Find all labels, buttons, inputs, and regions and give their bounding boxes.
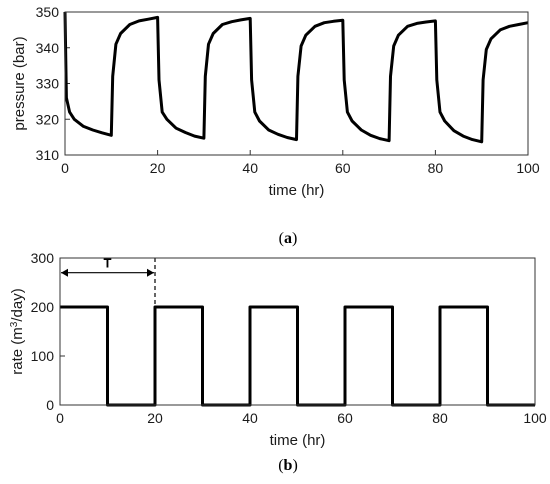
- panel-a-y-tick-label: 340: [36, 40, 60, 56]
- panel-a-caption-letter: a: [284, 230, 292, 247]
- panel-b-x-tick-label: 60: [337, 410, 353, 426]
- panel-b-x-axis-label: time (hr): [270, 432, 326, 449]
- panel-a-axes-frame: [64, 11, 529, 156]
- pressure-series-line: [63, 11, 529, 144]
- period-arrow-head-right: [147, 268, 154, 277]
- panel-a-x-tick-label: 80: [428, 160, 444, 176]
- panel-a-caption: (a): [279, 230, 298, 247]
- panel-a-x-axis-label: time (hr): [269, 182, 325, 199]
- panel-b-y-tick-label: 300: [31, 250, 55, 266]
- panel-a-y-tick-label: 320: [36, 111, 60, 127]
- panel-b-y-label-superscript: 3: [9, 321, 20, 327]
- period-annotation: T: [61, 256, 156, 356]
- panel-a-y-axis-label: pressure (bar): [11, 36, 28, 130]
- panel-b-x-tick-label: 100: [523, 410, 547, 426]
- rate-series-line: [60, 305, 535, 407]
- panel-b-y-axis-label: rate (m3/day): [9, 288, 27, 374]
- panel-a-y-tick-label: 330: [36, 76, 60, 92]
- panel-b-y-tick-label: 200: [31, 299, 55, 315]
- panel-a-x-tick-label: 20: [150, 160, 166, 176]
- panel-b-y-tick-label: 100: [31, 348, 55, 364]
- panel-b-x-tick-label: 80: [432, 410, 448, 426]
- panel-a-x-tick-label: 40: [242, 160, 258, 176]
- panel-b-y-tick-label: 0: [46, 397, 54, 413]
- panel-b-x-tick-label: 20: [147, 410, 163, 426]
- panel-b-y-label-main: rate (m: [9, 327, 26, 375]
- panel-b-y-label-tail: /day): [9, 288, 26, 321]
- panel-a-x-tick-label: 0: [61, 160, 69, 176]
- panel-b-x-tick-label: 0: [56, 410, 64, 426]
- period-arrow-head-left: [61, 268, 68, 277]
- period-label: T: [104, 256, 112, 271]
- panel-a-x-tick-label: 100: [516, 160, 540, 176]
- panel-b-rate-chart: 0 20 40 60 80 100 0 100 200 300 T time (hr) rate …: [9, 250, 547, 474]
- panel-b-x-tick-label: 40: [242, 410, 258, 426]
- panel-a-y-tick-label: 350: [36, 4, 60, 20]
- panel-b-caption-letter: b: [284, 457, 293, 474]
- panel-b-axes-frame: [59, 257, 536, 406]
- panel-a-x-tick-label: 60: [335, 160, 351, 176]
- panel-a-y-tick-label: 310: [36, 147, 60, 163]
- panel-b-caption: (b): [278, 457, 298, 474]
- panel-b-ticks: 0 20 40 60 80 100 0 100 200 300: [31, 250, 547, 426]
- panel-a-pressure-chart: 0 20 40 60 80 100 310 320 330 340 350 time (hr) pr…: [11, 4, 540, 247]
